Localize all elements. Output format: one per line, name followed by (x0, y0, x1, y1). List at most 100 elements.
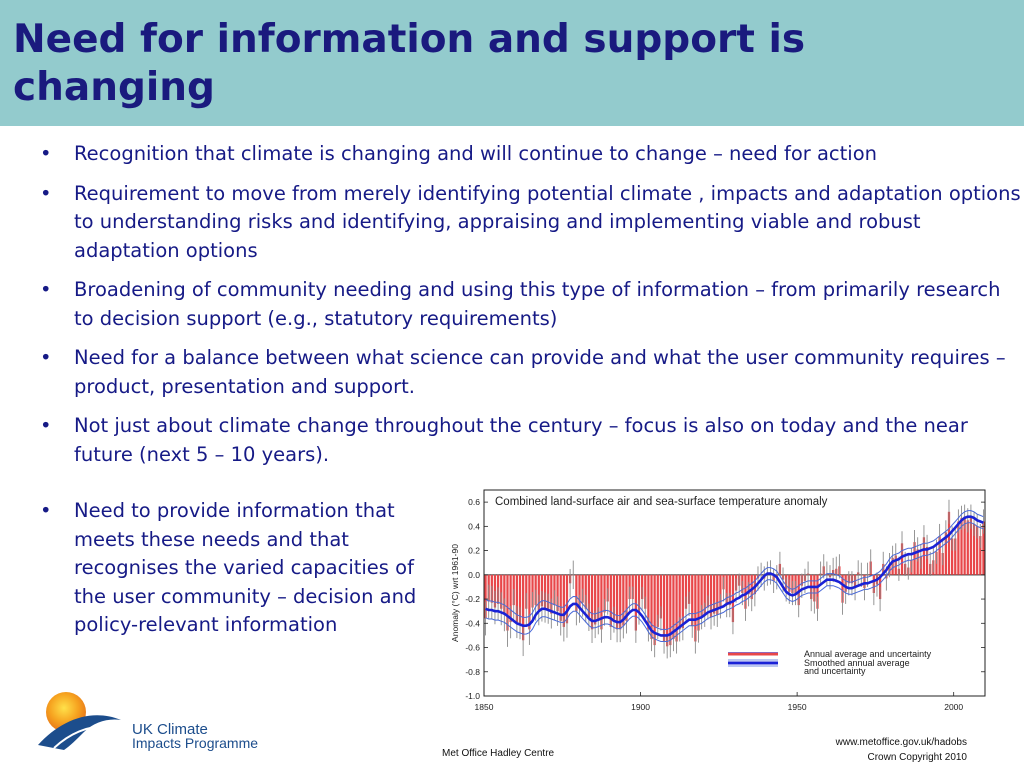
annual-bar (684, 574, 688, 609)
annual-bar (615, 574, 619, 630)
annual-bar (653, 574, 656, 646)
annual-bar (656, 574, 659, 627)
annual-bar (669, 574, 672, 646)
annual-bar (644, 574, 647, 609)
annual-bar (637, 574, 641, 613)
bullet-text: Need for a balance between what science … (74, 346, 1006, 398)
annual-bar (662, 574, 666, 642)
annual-bar (575, 574, 578, 612)
annual-bar (641, 574, 644, 600)
annual-bar (506, 574, 509, 631)
annual-bar (518, 574, 522, 624)
bars-layer (484, 511, 985, 647)
annual-bar (556, 574, 559, 612)
swoosh-highlight-icon (53, 724, 117, 749)
annual-bar (625, 574, 628, 621)
copyright: Crown Copyright 2010 (868, 752, 968, 763)
annual-bar (691, 574, 694, 626)
annual-bar (697, 574, 700, 631)
x-tick-label: 1950 (788, 702, 807, 712)
x-tick-label: 1850 (475, 702, 494, 712)
y-tick-label: -0.8 (465, 667, 480, 677)
annual-bar (966, 520, 969, 575)
bullet-item: • Broadening of community needing and usi… (37, 276, 1022, 333)
annual-bar (750, 574, 753, 600)
annual-bar (922, 537, 926, 575)
annual-bar (797, 574, 800, 606)
smoothed-band-lower (485, 522, 984, 642)
annual-bar (590, 574, 594, 630)
y-tick-label: 0.0 (468, 570, 480, 580)
bullet-marker: • (40, 278, 52, 301)
slide-title: Need for information and support is chan… (13, 17, 806, 110)
annual-bar (969, 516, 973, 575)
annual-bar (700, 574, 703, 618)
annual-bar (600, 574, 603, 630)
annual-bar (622, 574, 625, 626)
annual-bar (709, 574, 713, 618)
annual-bar (725, 574, 728, 606)
annual-bar (597, 574, 600, 621)
plot-frame (483, 489, 986, 697)
annual-bar (578, 574, 581, 609)
annual-bar (522, 574, 525, 641)
bullet-text: Need to provide information that meets t… (74, 499, 417, 636)
annual-bar (706, 574, 710, 608)
smoothed-line (485, 515, 984, 637)
annual-bar (484, 574, 487, 619)
annual-bar (609, 574, 612, 627)
annual-bar (594, 574, 597, 625)
y-tick-label: 0.2 (468, 546, 480, 556)
annual-bar (509, 574, 512, 623)
bullet-item: • Recognition that climate is changing an… (37, 140, 1022, 169)
bullet-text: Recognition that climate is changing and… (74, 142, 877, 165)
legend-label-smoothed: Smoothed annual average and uncertainty (804, 658, 912, 676)
annual-bar (681, 574, 684, 629)
chart-svg: -1.0 -0.8 -0.6 -0.4 -0.2 0.0 0.2 0.4 0.6 1850 1900… (438, 488, 1020, 768)
legend-label-smoothed-line1: Smoothed annual average (804, 658, 910, 668)
annual-bar (647, 574, 650, 630)
annual-bar (972, 523, 976, 575)
annual-bar (703, 574, 706, 615)
annual-bar (960, 517, 963, 575)
annual-bar (515, 574, 519, 623)
annual-bar (650, 574, 653, 640)
bullet-marker: • (40, 346, 52, 369)
annual-bar (606, 574, 609, 602)
annual-bar (587, 574, 591, 618)
smoothed-layer (485, 510, 984, 642)
annual-bar (976, 526, 979, 575)
annual-bar (672, 574, 675, 640)
x-tick-label: 2000 (944, 702, 963, 712)
legend-label-annual: Annual average and uncertainty (804, 649, 932, 659)
bullet-marker: • (40, 414, 52, 437)
annual-bar (979, 536, 982, 575)
swoosh-icon (38, 715, 121, 750)
bullet-list: • Recognition that climate is changing an… (37, 140, 1022, 480)
annual-bar (562, 574, 565, 627)
annual-bar (728, 574, 731, 606)
smoothed-band-upper (485, 510, 984, 630)
logo-text-line1: UK Climate (132, 721, 208, 738)
logo-text-line2: Impacts Programme (132, 735, 258, 751)
annual-bar (675, 574, 678, 642)
bullet-item: • Need to provide information that meets … (37, 497, 417, 640)
annual-bar (503, 574, 506, 615)
annual-bar (925, 546, 929, 575)
annual-bar (982, 521, 985, 575)
source-credit: Met Office Hadley Centre (442, 748, 555, 759)
annual-bar (900, 543, 904, 575)
annual-bar (938, 536, 941, 575)
annual-bar (954, 538, 957, 575)
y-tick-label: 0.6 (468, 497, 480, 507)
chart-title: Combined land-surface air and sea-surfac… (495, 496, 828, 508)
y-tick-label: 0.4 (468, 521, 480, 531)
annual-bar (540, 574, 544, 607)
annual-bar (916, 549, 919, 575)
annual-bar (559, 574, 562, 621)
annual-bar (525, 574, 528, 609)
ukcip-logo-mark: UK Climate Impacts Programme (38, 692, 258, 751)
y-tick-label: -1.0 (465, 691, 480, 701)
annual-bar (603, 574, 606, 613)
annual-bar (944, 532, 947, 575)
